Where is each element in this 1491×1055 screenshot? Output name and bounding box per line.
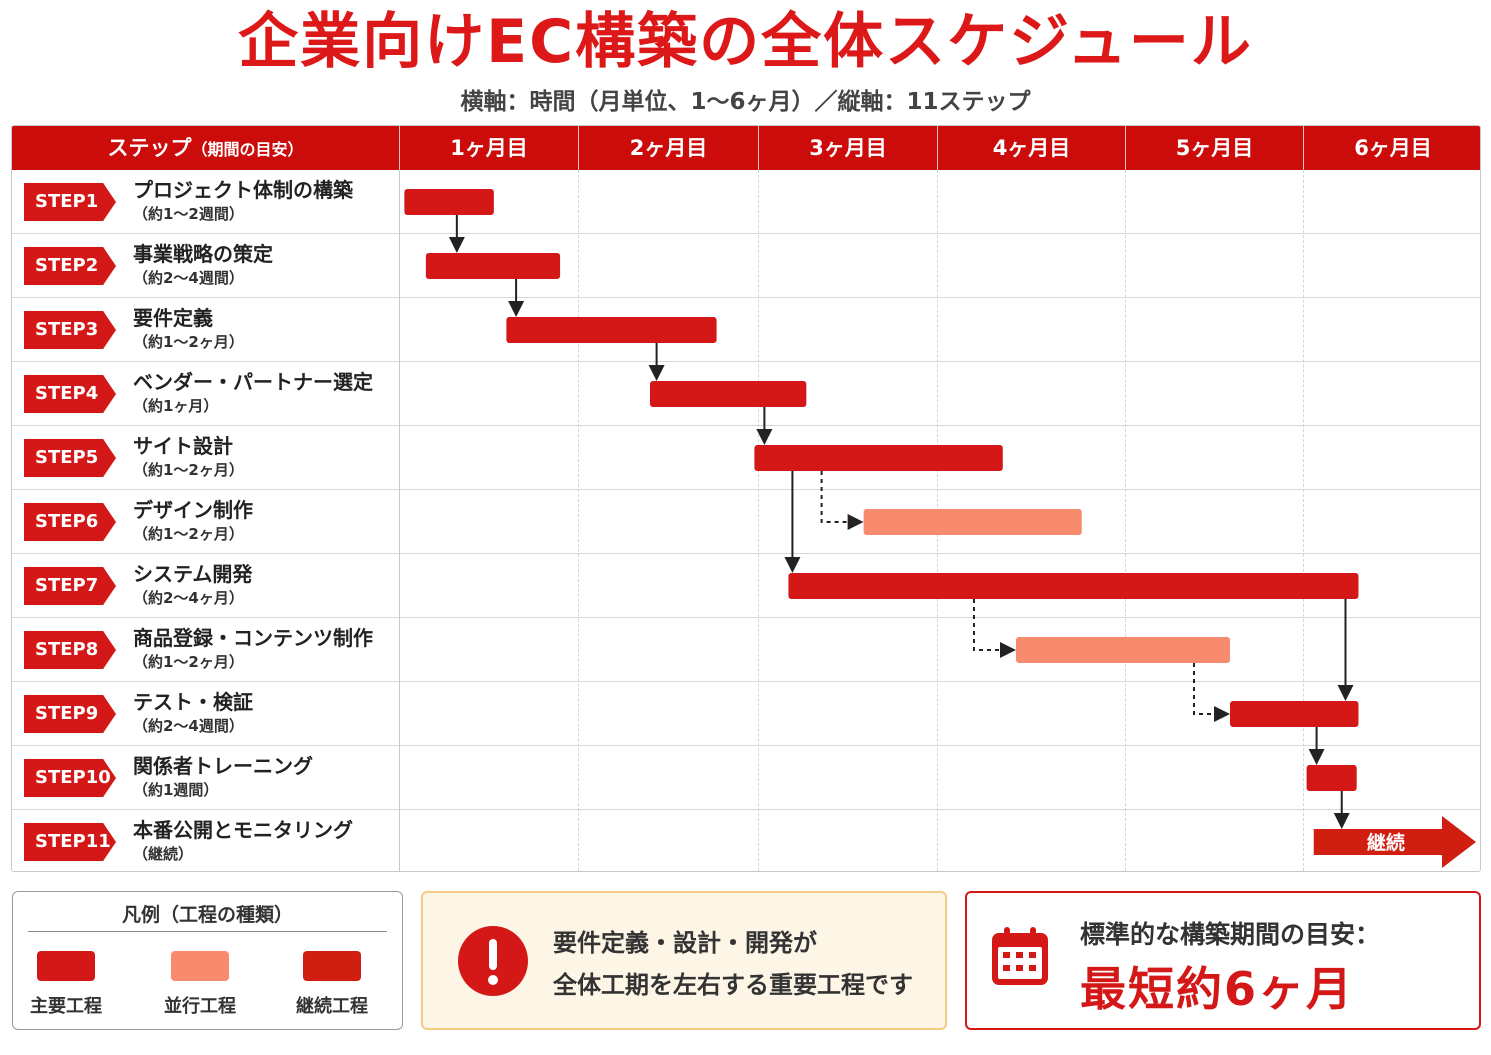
step-name: 事業戦略の策定 bbox=[133, 242, 273, 266]
gantt-bar-main bbox=[404, 189, 494, 215]
step-duration: （約2〜4週間） bbox=[133, 269, 244, 287]
gantt-bar-main bbox=[1230, 701, 1359, 727]
month-header-2: 2ヶ月目 bbox=[578, 126, 758, 170]
target-label: 標準的な構築期間の目安： bbox=[1080, 920, 1381, 949]
step-duration: （継続） bbox=[133, 845, 194, 863]
step-row: STEP3 要件定義 （約1〜2ヶ月） bbox=[12, 298, 1480, 362]
step-row: STEP6 デザイン制作 （約1〜2ヶ月） bbox=[12, 490, 1480, 554]
legend-label-main: 主要工程 bbox=[30, 996, 102, 1017]
note-panel: 要件定義・設計・開発が 全体工期を左右する重要工程です bbox=[421, 891, 947, 1030]
month-header-4: 4ヶ月目 bbox=[937, 126, 1125, 170]
step-badge: STEP5 bbox=[24, 439, 116, 477]
grid-line bbox=[578, 170, 579, 871]
month-header-5: 5ヶ月目 bbox=[1125, 126, 1303, 170]
step-duration: （約1〜2ヶ月） bbox=[133, 653, 244, 671]
step-name: システム開発 bbox=[133, 562, 253, 586]
month-header-1: 1ヶ月目 bbox=[399, 126, 578, 170]
dependency-arrow bbox=[972, 599, 1016, 658]
grid-line bbox=[758, 170, 759, 871]
step-badge: STEP3 bbox=[24, 311, 116, 349]
gantt-bar-continue bbox=[1313, 816, 1476, 868]
gantt-bar-main bbox=[1306, 765, 1357, 791]
step-badge: STEP10 bbox=[24, 759, 116, 797]
step-row: STEP5 サイト設計 （約1〜2ヶ月） bbox=[12, 426, 1480, 490]
gantt-bar-main bbox=[650, 381, 807, 407]
exclamation-icon bbox=[458, 926, 528, 996]
step-badge: STEP11 bbox=[24, 823, 116, 861]
legend-divider bbox=[28, 931, 387, 932]
step-name: 関係者トレーニング bbox=[133, 754, 313, 778]
step-duration: （約1ヶ月） bbox=[133, 397, 219, 415]
step-row: STEP10 関係者トレーニング （約1週間） bbox=[12, 746, 1480, 810]
legend-panel: 凡例（工程の種類） 主要工程 並行工程 継続工程 bbox=[12, 891, 403, 1030]
step-duration: （約1〜2ヶ月） bbox=[133, 333, 244, 351]
target-value: 最短約6ヶ月 bbox=[1080, 962, 1355, 1016]
note-line-2: 全体工期を左右する重要工程です bbox=[553, 971, 913, 999]
dependency-arrow bbox=[820, 471, 864, 530]
month-header-6: 6ヶ月目 bbox=[1303, 126, 1480, 170]
step-duration: （約2〜4週間） bbox=[133, 717, 244, 735]
step-name: サイト設計 bbox=[133, 434, 233, 458]
step-badge: STEP6 bbox=[24, 503, 116, 541]
step-row: STEP9 テスト・検証 （約2〜4週間） bbox=[12, 682, 1480, 746]
step-duration: （約2〜4ヶ月） bbox=[133, 589, 244, 607]
step-row: STEP11 本番公開とモニタリング （継続） bbox=[12, 810, 1480, 871]
gantt-bar-main bbox=[506, 317, 717, 343]
legend-label-continue: 継続工程 bbox=[296, 996, 368, 1017]
step-badge: STEP9 bbox=[24, 695, 116, 733]
grid-line bbox=[1303, 170, 1304, 871]
month-header-3: 3ヶ月目 bbox=[758, 126, 937, 170]
step-badge: STEP4 bbox=[24, 375, 116, 413]
target-period-panel: 標準的な構築期間の目安： 最短約6ヶ月 bbox=[965, 891, 1481, 1030]
step-duration: （約1週間） bbox=[133, 781, 219, 799]
continue-label: 継続 bbox=[1367, 831, 1405, 854]
step-badge: STEP8 bbox=[24, 631, 116, 669]
step-name: デザイン制作 bbox=[133, 498, 253, 522]
legend-swatch-continue bbox=[303, 951, 361, 981]
step-name: 本番公開とモニタリング bbox=[133, 818, 353, 842]
calendar-icon bbox=[992, 927, 1048, 985]
step-column-header: ステップ（期間の目安） bbox=[12, 126, 399, 170]
dependency-arrow bbox=[1193, 663, 1231, 722]
gantt-bar-main bbox=[788, 573, 1359, 599]
step-row: STEP8 商品登録・コンテンツ制作 （約1〜2ヶ月） bbox=[12, 618, 1480, 682]
gantt-bar-parallel bbox=[1015, 637, 1231, 663]
gantt-bar-main bbox=[425, 253, 561, 279]
step-badge: STEP2 bbox=[24, 247, 116, 285]
step-name: 商品登録・コンテンツ制作 bbox=[133, 626, 373, 650]
page-subtitle: 横軸：時間（月単位、1〜6ヶ月）／縦軸：11ステップ bbox=[460, 89, 1031, 115]
note-line-1: 要件定義・設計・開発が bbox=[553, 929, 817, 957]
gantt-chart: ステップ（期間の目安） 1ヶ月目 2ヶ月目 3ヶ月目 4ヶ月目 5ヶ月目 6ヶ月目 STE… bbox=[11, 125, 1481, 872]
step-badge: STEP7 bbox=[24, 567, 116, 605]
step-row: STEP7 システム開発 （約2〜4ヶ月） bbox=[12, 554, 1480, 618]
grid-line bbox=[1125, 170, 1126, 871]
gantt-bars-layer: 継続 bbox=[404, 189, 1476, 868]
page-title: 企業向けEC構築の全体スケジュール bbox=[238, 7, 1253, 77]
step-badge: STEP1 bbox=[24, 183, 116, 221]
step-duration: （約1〜2ヶ月） bbox=[133, 525, 244, 543]
gantt-bar-parallel bbox=[863, 509, 1082, 535]
step-header-sub: （期間の目安） bbox=[191, 140, 304, 159]
step-name: テスト・検証 bbox=[133, 690, 253, 714]
grid-line bbox=[399, 170, 400, 871]
legend-swatch-main bbox=[37, 951, 95, 981]
step-row: STEP1 プロジェクト体制の構築 （約1〜2週間） bbox=[12, 170, 1480, 234]
legend-title: 凡例（工程の種類） bbox=[121, 904, 293, 926]
legend-label-parallel: 並行工程 bbox=[164, 996, 236, 1017]
step-duration: （約1〜2週間） bbox=[133, 205, 244, 223]
gantt-header: ステップ（期間の目安） 1ヶ月目 2ヶ月目 3ヶ月目 4ヶ月目 5ヶ月目 6ヶ月目 bbox=[12, 126, 1480, 170]
step-name: 要件定義 bbox=[133, 306, 213, 330]
step-name: ベンダー・パートナー選定 bbox=[133, 370, 373, 394]
step-row: STEP2 事業戦略の策定 （約2〜4週間） bbox=[12, 234, 1480, 298]
gantt-bar-main bbox=[754, 445, 1003, 471]
step-duration: （約1〜2ヶ月） bbox=[133, 461, 244, 479]
step-name: プロジェクト体制の構築 bbox=[133, 178, 353, 202]
step-header-main: ステップ bbox=[107, 136, 192, 160]
step-row: STEP4 ベンダー・パートナー選定 （約1ヶ月） bbox=[12, 362, 1480, 426]
legend-swatch-parallel bbox=[171, 951, 229, 981]
